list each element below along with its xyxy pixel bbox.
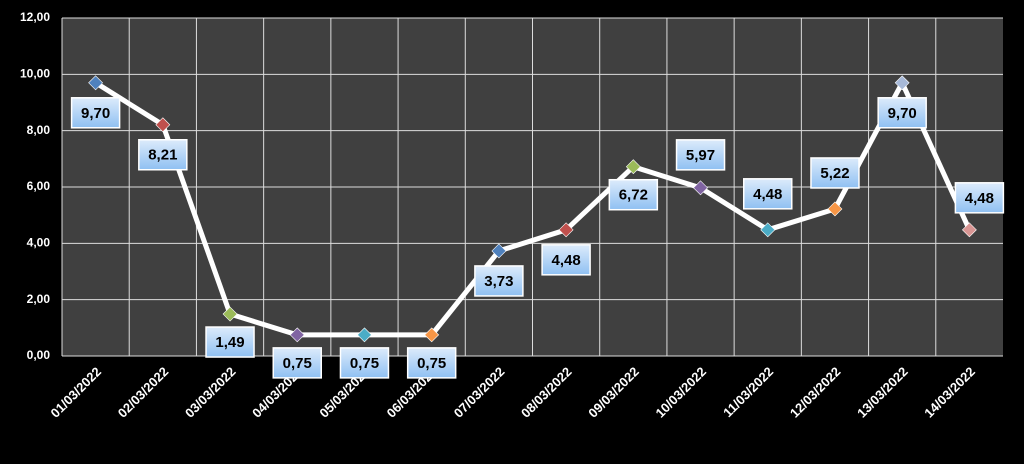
line — [94, 80, 972, 338]
data-label: 4,48 — [753, 186, 782, 203]
data-label-box — [954, 182, 1005, 214]
marker — [491, 243, 507, 259]
data-label: 1,49 — [215, 334, 244, 351]
data-label-box — [810, 157, 860, 189]
data-label: 0,75 — [350, 355, 379, 372]
data-label-box — [70, 97, 121, 129]
data-label-box — [205, 326, 255, 358]
marker — [289, 327, 305, 343]
data-label: 4,48 — [552, 252, 581, 269]
marker — [760, 222, 776, 238]
y-tick-label: 2,00 — [27, 292, 51, 306]
data-label-box — [406, 347, 457, 379]
data-label: 9,70 — [81, 105, 110, 122]
marker — [558, 222, 574, 238]
data-label-box — [608, 178, 659, 211]
marker — [155, 117, 171, 133]
y-tick-label: 12,00 — [20, 10, 50, 24]
data-label: 0,75 — [417, 355, 446, 372]
y-tick-label: 6,00 — [27, 179, 51, 193]
data-label: 5,22 — [820, 165, 849, 182]
data-label-box — [877, 97, 927, 129]
data-label: 6,72 — [619, 187, 648, 204]
data-label: 4,48 — [965, 190, 994, 207]
marker — [222, 306, 238, 322]
y-tick-label: 4,00 — [27, 236, 51, 250]
data-label-box — [339, 347, 390, 379]
marker — [961, 222, 977, 238]
marker — [827, 201, 843, 217]
data-label-box — [541, 244, 591, 276]
data-label: 9,70 — [888, 105, 917, 122]
marker — [424, 327, 440, 343]
data-label-box — [138, 139, 188, 171]
y-tick-label: 8,00 — [27, 123, 51, 137]
marker — [693, 180, 708, 196]
data-label: 0,75 — [283, 355, 312, 372]
marker — [625, 159, 641, 175]
data-label: 3,73 — [484, 273, 513, 290]
marker — [88, 75, 104, 91]
y-tick-label: 0,00 — [27, 348, 51, 362]
data-label-box — [743, 178, 793, 210]
data-label-box — [272, 347, 322, 379]
data-label-box — [474, 265, 524, 297]
marker — [357, 327, 372, 343]
y-tick-label: 10,00 — [20, 67, 50, 81]
data-label: 8,21 — [148, 147, 177, 164]
data-label-box — [675, 139, 726, 171]
marker — [894, 75, 910, 91]
data-label: 5,97 — [686, 147, 715, 164]
